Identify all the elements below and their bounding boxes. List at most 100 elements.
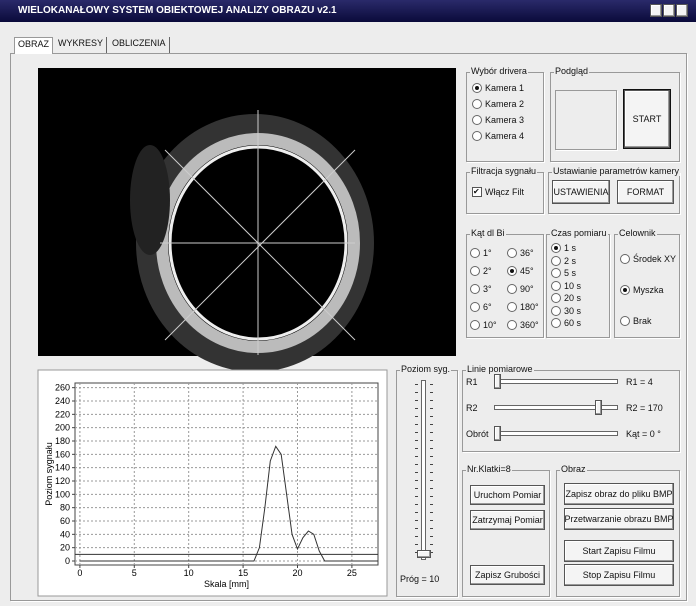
radio[interactable] [620,316,630,326]
group-title: Celownik [618,228,657,238]
slider-tick [430,488,433,489]
radio[interactable] [551,243,561,253]
radio[interactable] [620,254,630,264]
radio-label: 90° [520,284,534,294]
checkbox[interactable]: ✔ [472,187,482,197]
slider-label: Obrót [466,429,489,439]
slider-tick [415,480,418,481]
radio[interactable] [551,268,561,278]
slider-tick [430,464,433,465]
button[interactable]: Uruchom Pomiar [470,485,545,505]
slider-tick [415,536,418,537]
slider-tick [415,504,418,505]
group-title: Poziom syg. [400,364,451,374]
slider-tick [415,496,418,497]
slider-tick [430,400,433,401]
radio[interactable] [470,302,480,312]
radio-dot [623,288,627,292]
slider-tick [415,408,418,409]
radio-label: Brak [633,316,652,326]
radio[interactable] [470,284,480,294]
radio[interactable] [507,266,517,276]
radio-label: 180° [520,302,539,312]
slider-tick [430,496,433,497]
radio-label: Kamera 1 [485,83,524,93]
radio[interactable] [551,306,561,316]
y-tick-label: 260 [55,383,70,393]
tab[interactable]: WYKRESY [55,37,107,53]
slider-tick [415,544,418,545]
radio-label: 30 s [564,306,581,316]
slider-thumb[interactable] [494,374,501,389]
slider-track [494,379,618,384]
slider-tick [430,432,433,433]
button[interactable]: Przetwarzanie obrazu BMP [564,508,674,530]
button[interactable]: Zapisz obraz do pliku BMP [564,483,674,505]
radio[interactable] [472,115,482,125]
tab[interactable]: OBLICZENIA [109,37,170,53]
radio-label: 45° [520,266,534,276]
chart: 0204060801001201401601802002202402600510… [44,383,378,589]
x-tick-label: 15 [238,568,248,578]
radio[interactable] [472,131,482,141]
slider-tick [430,424,433,425]
slider-thumb[interactable] [595,400,602,415]
group-title: Nr.Klatki=8 [466,464,512,474]
group-title: Podgląd [554,66,589,76]
button[interactable]: Zatrzymaj Pomiar [470,510,545,530]
button[interactable]: USTAWIENIA [552,180,610,204]
radio[interactable] [507,248,517,258]
radio[interactable] [620,285,630,295]
slider-tick [415,440,418,441]
slider-tick [430,440,433,441]
slider-tick [430,384,433,385]
radio-label: 1° [483,248,492,258]
radio-label: Myszka [633,285,664,295]
button[interactable]: FORMAT [617,180,674,204]
button[interactable]: START [624,90,670,148]
radio[interactable] [507,320,517,330]
radio[interactable] [472,83,482,93]
slider-thumb[interactable] [417,550,431,558]
slider-tick [430,520,433,521]
y-tick-label: 0 [65,556,70,566]
radio[interactable] [551,256,561,266]
radio[interactable] [507,302,517,312]
y-tick-label: 80 [60,503,70,513]
slider-tick [430,504,433,505]
slider-thumb[interactable] [494,426,501,441]
slider-track [494,431,618,436]
button[interactable]: Zapisz Grubości [470,565,545,585]
radio[interactable] [472,99,482,109]
threshold-label: Próg = 10 [400,574,439,584]
slider-tick [430,512,433,513]
slider-tick [430,480,433,481]
slider-tick [415,512,418,513]
slider-tick [430,416,433,417]
slider-tick [415,520,418,521]
radio[interactable] [551,318,561,328]
plot-area [75,383,378,565]
slider-tick [415,424,418,425]
slider-tick [430,448,433,449]
group-title: Kąt dl Bi [470,228,506,238]
y-tick-label: 240 [55,396,70,406]
tab[interactable]: OBRAZ [14,37,53,54]
group-title: Wybór drivera [470,66,528,76]
radio[interactable] [507,284,517,294]
x-tick-label: 5 [132,568,137,578]
slider-label: R1 [466,377,478,387]
slider-tick [430,544,433,545]
radio[interactable] [470,320,480,330]
radio[interactable] [551,281,561,291]
button[interactable]: Start Zapisu Filmu [564,540,674,562]
slider-tick [430,456,433,457]
radio[interactable] [551,293,561,303]
x-tick-label: 10 [184,568,194,578]
group-title: Filtracja sygnału [470,166,537,176]
button[interactable]: Stop Zapisu Filmu [564,564,674,586]
radio[interactable] [470,266,480,276]
camera-view [38,68,456,356]
y-tick-label: 160 [55,449,70,459]
radio[interactable] [470,248,480,258]
